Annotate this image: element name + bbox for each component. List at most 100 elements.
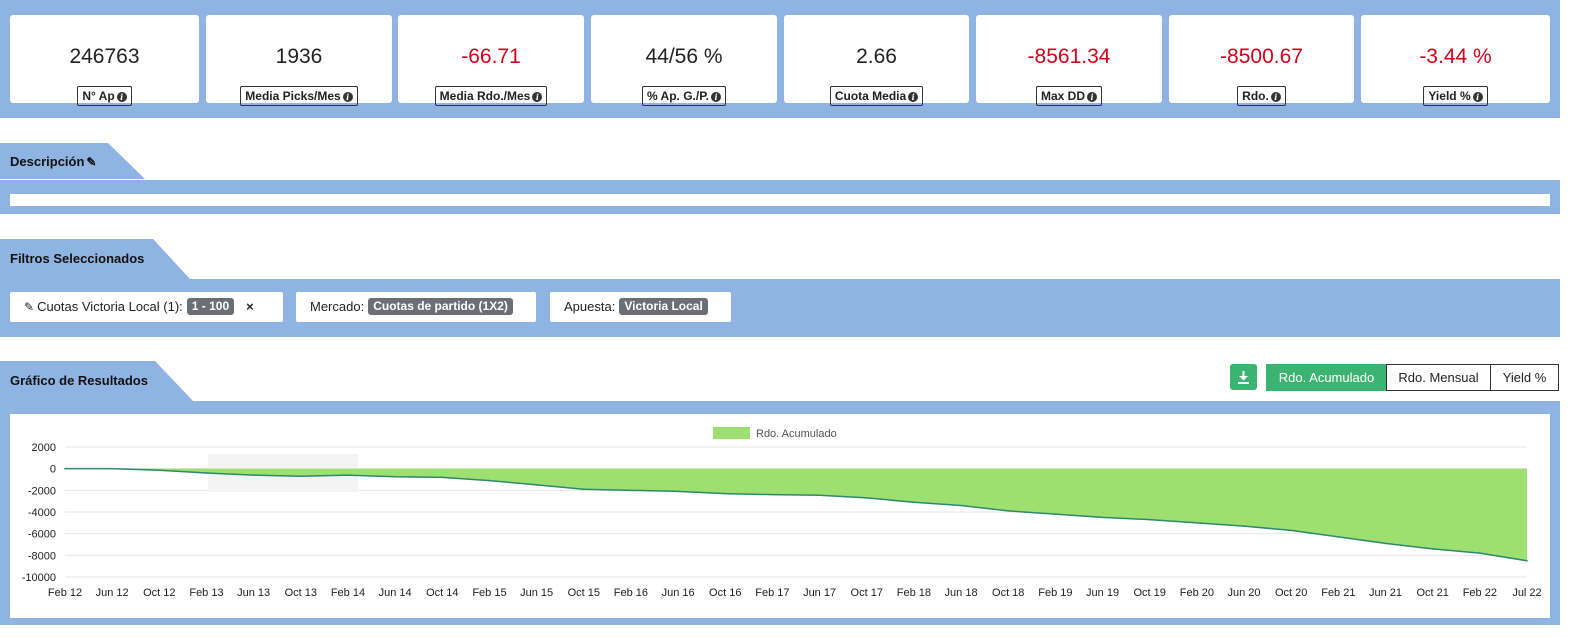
stat-card: -66.71 Media Rdo./Mes i (398, 15, 584, 106)
data-point (1290, 529, 1292, 532)
stat-card: 1936 Media Picks/Mes i (206, 15, 392, 106)
filters-title: Filtros Seleccionados (10, 251, 145, 266)
info-icon[interactable]: i (908, 92, 919, 102)
toggle-rdo-mensual[interactable]: Rdo. Mensual (1386, 364, 1491, 391)
data-point (1196, 522, 1198, 524)
x-tick-label: Feb 14 (331, 587, 365, 599)
filter-cuotas[interactable]: ✎ Cuotas Victoria Local (1): 1 - 100 × (10, 292, 283, 322)
data-point (1007, 510, 1010, 512)
stat-card: -8500.67 Rdo. i (1169, 15, 1354, 106)
stat-value: 1936 (275, 45, 323, 68)
data-point (111, 467, 113, 470)
x-tick-label: Oct 21 (1416, 587, 1448, 599)
line-rdo-acumulado (65, 467, 1528, 562)
data-point (771, 493, 774, 496)
stat-value: 2.66 (856, 45, 897, 68)
y-tick-label: 0 (50, 464, 56, 476)
stat-label[interactable]: Max DD i (1035, 86, 1102, 106)
data-point (1479, 552, 1481, 554)
x-tick-label: Feb 18 (897, 587, 931, 599)
area-rdo-acumulado (65, 468, 1527, 561)
legend-swatch (713, 427, 750, 439)
stat-value: 44/56 % (645, 45, 723, 68)
stat-card: -8561.34 Max DD i (976, 15, 1162, 106)
data-point (582, 488, 585, 491)
stat-value: 246763 (69, 45, 140, 68)
chart-panel: 2000 0 -2000 -4000 -6000 -8000 -10000 Feb 12 Jun… (10, 414, 1550, 618)
data-point (1243, 525, 1245, 527)
stat-label[interactable]: Media Rdo./Mes i (434, 86, 548, 106)
filter-apuesta[interactable]: Apuesta: Victoria Local (550, 292, 731, 322)
data-point (441, 476, 444, 479)
data-point (158, 469, 161, 472)
close-icon[interactable]: × (246, 299, 254, 314)
stat-label[interactable]: Media Picks/Mes i (240, 86, 358, 106)
stat-card: 44/56 % % Ap. G./P. i (591, 15, 777, 106)
toggle-yield[interactable]: Yield % (1490, 364, 1559, 391)
x-tick-label: Jun 16 (662, 587, 695, 599)
x-tick-label: Oct 19 (1134, 587, 1166, 599)
data-point (300, 475, 302, 478)
filter-label: Apuesta: (564, 299, 616, 314)
data-point (1148, 518, 1151, 521)
x-tick-label: Oct 15 (568, 587, 600, 599)
x-tick-label: Jun 15 (520, 587, 553, 599)
filter-value-badge: Victoria Local (619, 298, 708, 315)
info-icon[interactable]: i (116, 92, 127, 102)
legend-label: Rdo. Acumulado (756, 428, 837, 440)
stat-label-text: Media Picks/Mes (245, 89, 341, 103)
pencil-icon[interactable]: ✎ (24, 300, 35, 314)
y-tick-label: -10000 (22, 572, 56, 584)
stat-value: -8561.34 (1027, 45, 1111, 68)
pencil-icon[interactable]: ✎ (86, 155, 97, 169)
info-icon[interactable]: i (1270, 92, 1281, 102)
x-tick-label: Oct 14 (426, 587, 458, 599)
stat-label-text: N° Ap (82, 89, 115, 103)
stat-label[interactable]: N° Ap i (77, 86, 132, 106)
download-icon (1238, 371, 1249, 384)
x-tick-label: Oct 17 (851, 587, 883, 599)
y-tick-label: -4000 (28, 507, 56, 519)
filters-tab-shape (0, 239, 190, 279)
stat-label[interactable]: Cuota Media i (829, 86, 924, 106)
x-tick-label: Jun 21 (1369, 587, 1402, 599)
results-title: Gráfico de Resultados (10, 373, 148, 388)
x-tick-label: Oct 12 (143, 587, 175, 599)
stat-label-text: Yield % (1428, 89, 1471, 103)
filter-mercado[interactable]: Mercado: Cuotas de partido (1X2) (296, 292, 536, 322)
data-point (724, 492, 727, 495)
filter-value-badge: Cuotas de partido (1X2) (368, 298, 513, 315)
toggle-rdo-acumulado[interactable]: Rdo. Acumulado (1266, 364, 1387, 391)
x-tick-label: Jun 18 (945, 587, 978, 599)
stat-label[interactable]: % Ap. G./P. i (641, 86, 726, 106)
info-icon[interactable]: i (532, 92, 543, 102)
x-tick-label: Oct 18 (992, 587, 1024, 599)
x-tick-label: Feb 12 (48, 587, 82, 599)
stat-label[interactable]: Yield % i (1423, 86, 1488, 106)
info-icon[interactable]: i (342, 92, 353, 102)
data-point (1384, 542, 1387, 545)
stat-card: -3.44 % Yield % i (1361, 15, 1550, 106)
description-body[interactable] (10, 194, 1550, 206)
data-point (1431, 548, 1434, 550)
data-point (677, 490, 679, 493)
x-tick-label: Jun 20 (1228, 587, 1261, 599)
data-point (488, 479, 491, 482)
stat-label-text: Cuota Media (834, 89, 907, 103)
download-button[interactable] (1230, 364, 1257, 390)
stat-value: -3.44 % (1419, 45, 1492, 68)
data-point (64, 467, 66, 470)
stat-label[interactable]: Rdo. i (1237, 86, 1286, 106)
info-icon[interactable]: i (1087, 92, 1097, 102)
x-tick-label: Jun 17 (803, 587, 836, 599)
info-icon[interactable]: i (711, 92, 721, 102)
stat-label-text: Rdo. (1242, 89, 1269, 103)
y-tick-label: -6000 (28, 529, 56, 541)
stat-label-text: Media Rdo./Mes (439, 89, 531, 103)
stat-value: -8500.67 (1220, 45, 1303, 68)
info-icon[interactable]: i (1472, 92, 1483, 102)
x-tick-label: Feb 13 (189, 587, 223, 599)
results-tab-shape (0, 361, 193, 401)
stat-card: 2.66 Cuota Media i (784, 15, 969, 106)
data-point (252, 474, 255, 476)
